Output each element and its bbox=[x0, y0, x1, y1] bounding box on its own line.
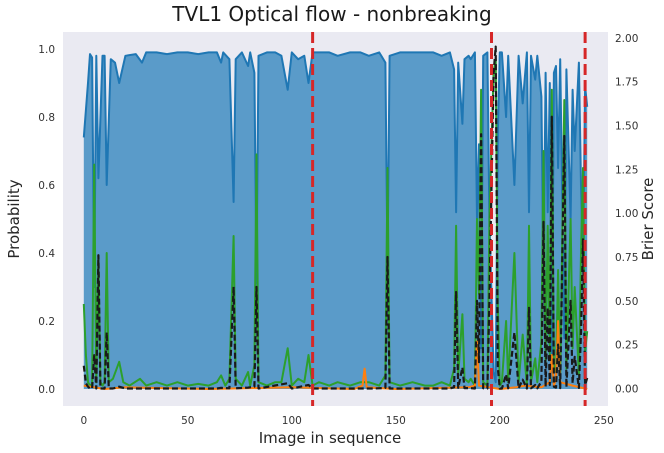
x-tick-label: 100 bbox=[282, 415, 302, 427]
vline-layer bbox=[311, 32, 587, 406]
y-tick-labels: 0.0 0.2 0.4 0.6 0.8 1.0 bbox=[38, 44, 55, 396]
chart-title: TVL1 Optical flow - nonbreaking bbox=[171, 2, 491, 26]
y-tick-label: 0.0 bbox=[38, 384, 55, 396]
y2-tick-label: 0.25 bbox=[615, 340, 638, 352]
y-tick-label: 0.4 bbox=[38, 248, 55, 260]
y2-tick-label: 1.50 bbox=[615, 120, 638, 132]
x-axis-title: Image in sequence bbox=[259, 429, 401, 447]
y2-tick-label: 0.75 bbox=[615, 252, 638, 264]
y2-tick-label: 1.00 bbox=[615, 208, 638, 220]
y2-tick-label: 1.25 bbox=[615, 164, 638, 176]
x-tick-label: 250 bbox=[594, 415, 614, 427]
y2-tick-label: 0.00 bbox=[615, 383, 638, 395]
y-axis-title: Probability bbox=[5, 179, 23, 258]
series-3-line bbox=[82, 45, 589, 390]
y-tick-label: 0.6 bbox=[38, 180, 55, 192]
y2-axis-title: Brier Score bbox=[639, 178, 657, 261]
series-0-area bbox=[83, 52, 588, 390]
x-tick-label: 150 bbox=[386, 415, 406, 427]
y-tick-label: 1.0 bbox=[38, 44, 55, 56]
y-tick-label: 0.8 bbox=[38, 112, 55, 124]
y2-tick-label: 2.00 bbox=[615, 33, 638, 45]
x-tick-label: 0 bbox=[80, 415, 87, 427]
x-tick-labels: 0 50 100 150 200 250 bbox=[80, 415, 613, 427]
y2-tick-label: 0.50 bbox=[615, 296, 638, 308]
x-tick-label: 50 bbox=[181, 415, 194, 427]
series-layer bbox=[82, 45, 589, 390]
y-tick-label: 0.2 bbox=[38, 316, 55, 328]
y2-tick-labels: 0.00 0.25 0.50 0.75 1.00 1.25 1.50 1.75 2.00 bbox=[615, 33, 638, 396]
x-tick-label: 200 bbox=[490, 415, 510, 427]
y2-tick-label: 1.75 bbox=[615, 77, 638, 89]
